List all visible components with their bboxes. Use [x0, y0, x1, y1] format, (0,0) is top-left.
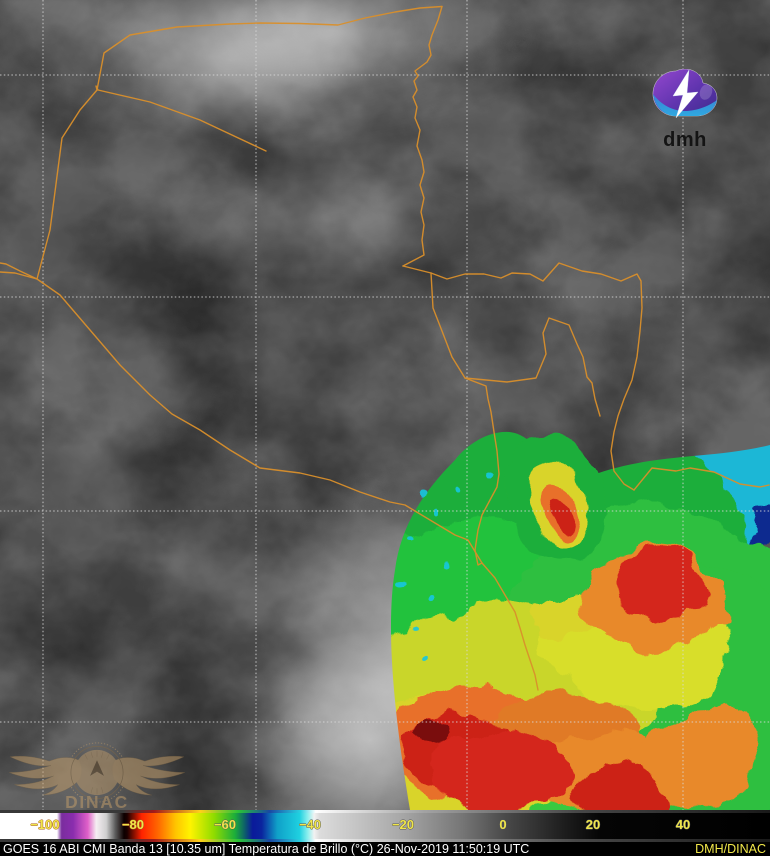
svg-text:DINAC: DINAC [65, 792, 129, 809]
